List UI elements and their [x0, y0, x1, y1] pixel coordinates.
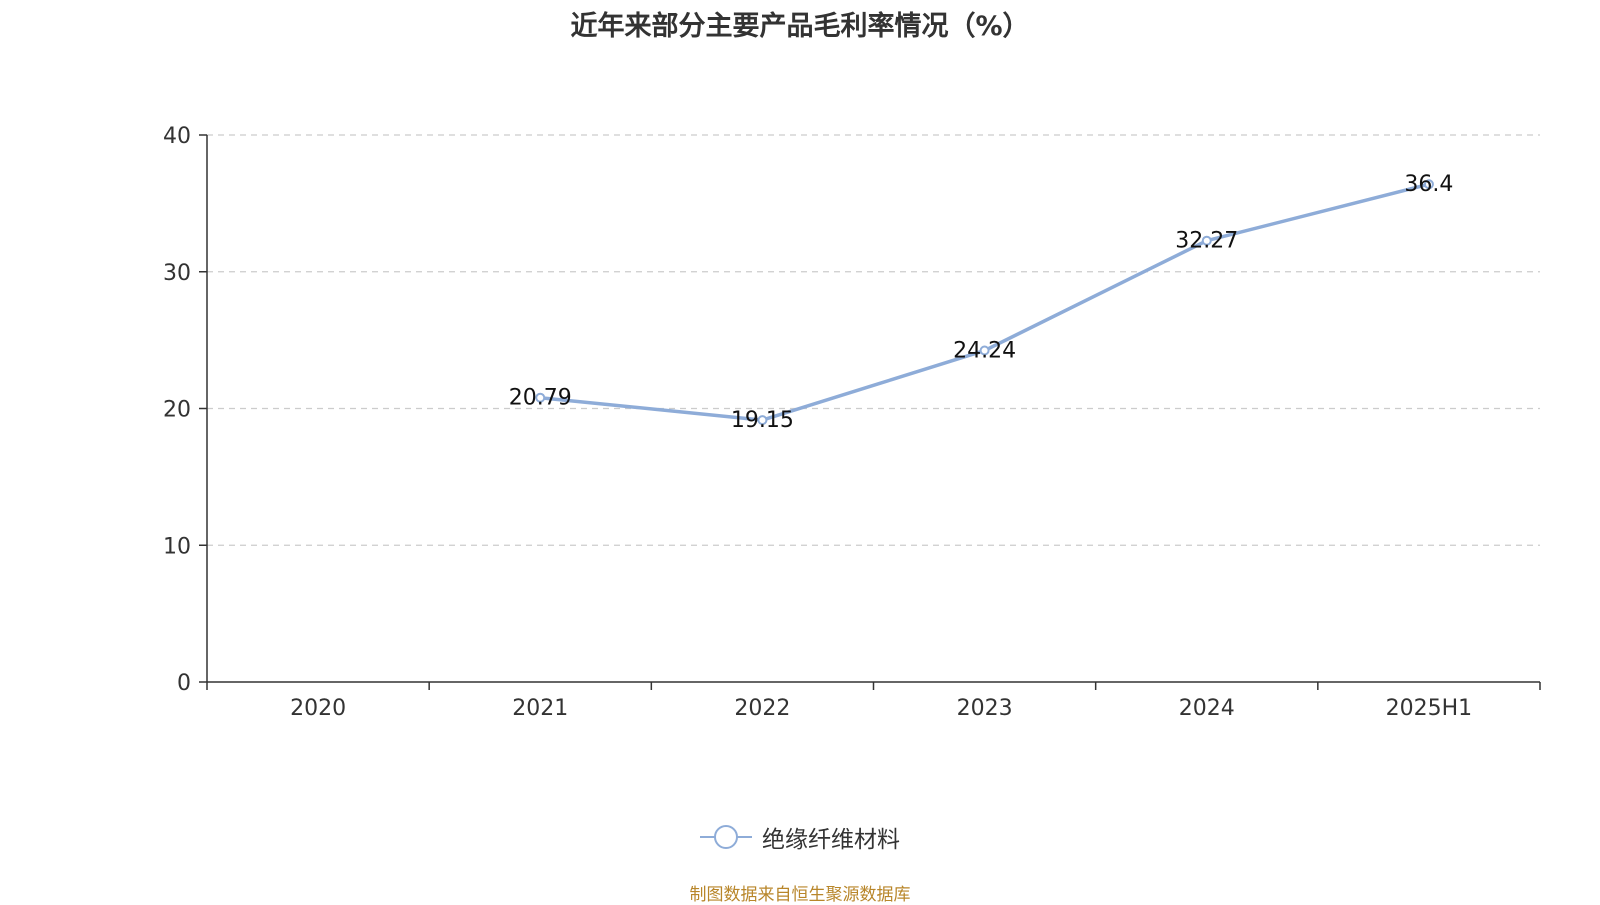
legend: 绝缘纤维材料: [0, 820, 1600, 854]
y-tick-label: 10: [163, 534, 191, 559]
data-label: 32.27: [1175, 229, 1238, 254]
y-tick-label: 40: [163, 124, 191, 149]
source-note: 制图数据来自恒生聚源数据库: [689, 885, 911, 905]
grid-lines: [207, 134, 1540, 546]
x-tick-label: 2023: [957, 696, 1013, 721]
x-tick-label: 2022: [734, 696, 790, 721]
x-tick-label: 2024: [1179, 696, 1235, 721]
data-label: 24.24: [953, 339, 1016, 364]
series-line: [538, 182, 1431, 422]
data-point[interactable]: [757, 415, 768, 426]
x-tick-label: 2025H1: [1386, 696, 1473, 721]
chart-title: 近年来部分主要产品毛利率情况（%）: [570, 11, 1030, 42]
data-label: 20.79: [509, 386, 572, 411]
y-tick-label: 0: [177, 671, 191, 696]
legend-line-circle-icon: [700, 825, 752, 849]
y-tick-label: 30: [163, 261, 191, 286]
x-tick-label: 2021: [512, 696, 568, 721]
axes: 0 10 20 30 40 2020 2021 2022 2023 2024 2025H1: [163, 124, 1541, 721]
data-point[interactable]: [1201, 235, 1212, 246]
legend-label: 绝缘纤维材料: [762, 827, 900, 853]
data-labels: 20.79 19.15 24.24 32.27 36.4: [509, 172, 1454, 433]
data-point[interactable]: [979, 345, 990, 356]
x-tick-label: 2020: [290, 696, 346, 721]
data-label: 19.15: [731, 408, 794, 433]
legend-item-series-0[interactable]: 绝缘纤维材料: [700, 820, 900, 854]
data-point[interactable]: [1423, 179, 1434, 190]
data-point[interactable]: [535, 392, 546, 403]
series-layer: [535, 179, 1434, 426]
y-tick-label: 20: [163, 398, 191, 423]
data-label: 36.4: [1404, 172, 1453, 197]
